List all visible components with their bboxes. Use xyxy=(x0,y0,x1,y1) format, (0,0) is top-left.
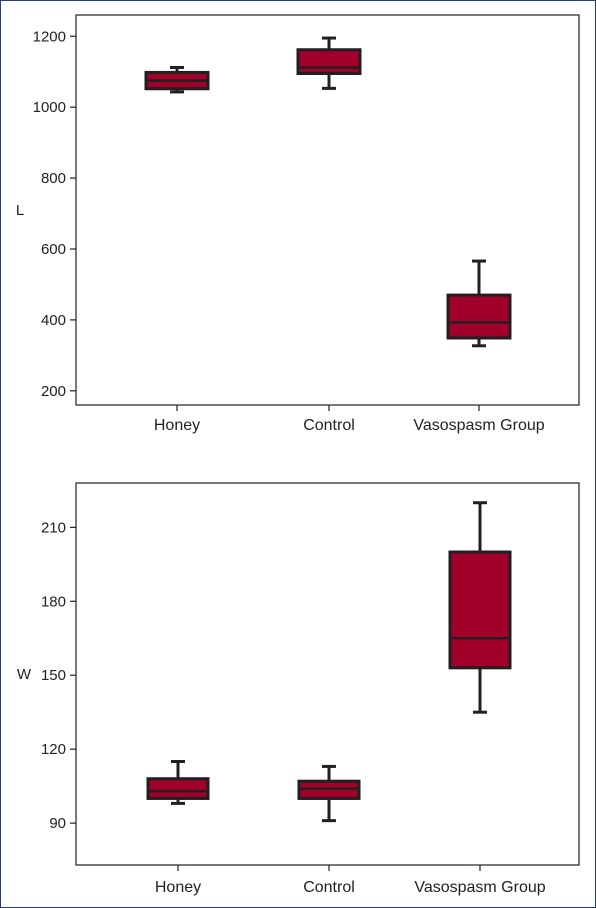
y-tick-label: 200 xyxy=(41,383,66,400)
y-axis-label: W xyxy=(17,666,32,683)
x-tick-label: Honey xyxy=(154,417,200,434)
x-tick-label: Vasospasm Group xyxy=(413,417,544,434)
iqr-box xyxy=(146,777,210,800)
y-axis-label: L xyxy=(16,202,24,219)
plot-area xyxy=(75,482,580,866)
y-tick-label: 1200 xyxy=(33,28,66,45)
iqr-box xyxy=(296,48,362,75)
y-tick-label: 400 xyxy=(41,312,66,329)
y-tick-label: 600 xyxy=(41,241,66,258)
y-tick-label: 800 xyxy=(41,170,66,187)
chart-panel-1: 200 400 600 800 1000 1200 L Honey Control Vasospa… xyxy=(16,14,580,434)
box-vasospasm-group xyxy=(446,259,512,348)
y-tick-label: 180 xyxy=(41,593,66,610)
y-tick-label: 1000 xyxy=(33,99,66,116)
iqr-box xyxy=(446,293,512,340)
box-vasospasm-group xyxy=(448,501,512,714)
box-control xyxy=(296,36,362,90)
plot-area xyxy=(75,14,580,406)
x-tick-label: Vasospasm Group xyxy=(414,879,545,896)
y-tick-label: 90 xyxy=(49,815,66,832)
x-tick-label: Honey xyxy=(155,879,201,896)
chart-panel-2: 90 120 150 180 210 W Honey Control Vasospasm Gro… xyxy=(17,482,580,896)
x-tick-label: Control xyxy=(303,879,355,896)
box-control xyxy=(297,764,361,823)
x-tick-label: Control xyxy=(303,417,355,434)
y-tick-label: 210 xyxy=(41,519,66,536)
y-tick-label: 150 xyxy=(41,667,66,684)
y-tick-label: 120 xyxy=(41,741,66,758)
iqr-box xyxy=(448,550,512,670)
box-honey xyxy=(144,65,210,94)
box-honey xyxy=(146,759,210,805)
